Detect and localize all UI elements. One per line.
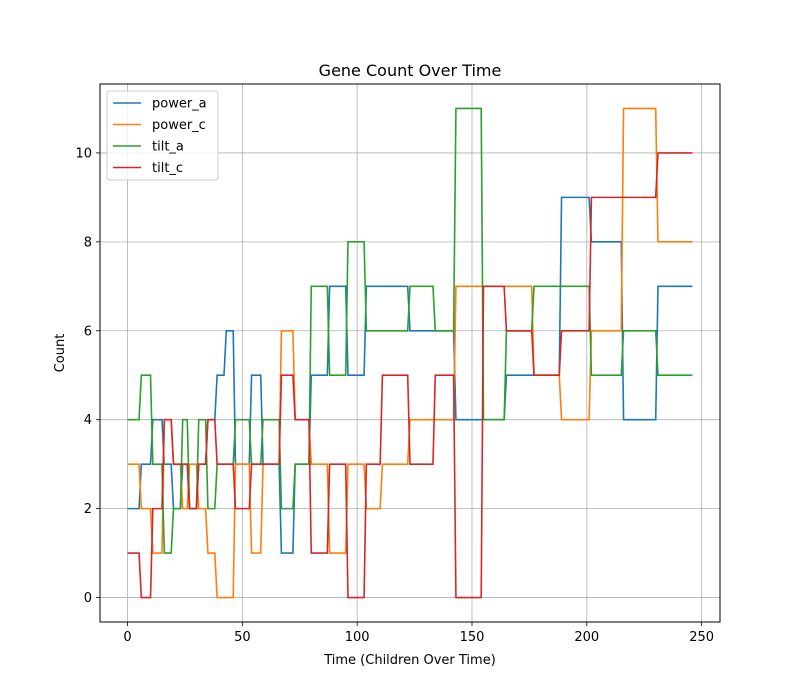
- x-tick-label: 250: [689, 630, 714, 645]
- chart-title: Gene Count Over Time: [319, 61, 502, 80]
- legend-label-tilt_c: tilt_c: [152, 161, 183, 176]
- x-tick-label: 50: [234, 630, 251, 645]
- series-line-tilt_c: [127, 152, 693, 599]
- x-tick-label: 150: [460, 630, 485, 645]
- y-tick-label: 2: [84, 502, 92, 517]
- y-tick-label: 10: [75, 146, 92, 161]
- y-tick-label: 8: [84, 235, 92, 250]
- x-axis-label: Time (Children Over Time): [323, 653, 496, 668]
- x-tick-label: 100: [345, 630, 370, 645]
- x-tick-label: 0: [123, 630, 131, 645]
- legend-label-power_a: power_a: [152, 97, 207, 112]
- series-lines: [127, 107, 693, 599]
- x-tick-label: 200: [574, 630, 599, 645]
- legend: power_a power_c tilt_a tilt_c: [106, 90, 219, 181]
- legend-label-power_c: power_c: [152, 118, 206, 133]
- y-tick-label: 4: [84, 413, 92, 428]
- y-tick-label: 6: [84, 324, 92, 339]
- y-axis-label: Count: [53, 334, 68, 373]
- series-line-tilt_a: [127, 107, 693, 554]
- legend-label-tilt_a: tilt_a: [152, 140, 184, 155]
- y-tick-label: 0: [84, 591, 92, 606]
- y-axis-ticks: 0 2 4 6 8 10: [75, 146, 100, 606]
- x-axis-ticks: 0 50 100 150 200 250: [123, 622, 714, 645]
- legend-entries: power_a power_c tilt_a tilt_c: [113, 97, 207, 176]
- legend-frame: [106, 90, 219, 181]
- plot-frame: [99, 83, 721, 623]
